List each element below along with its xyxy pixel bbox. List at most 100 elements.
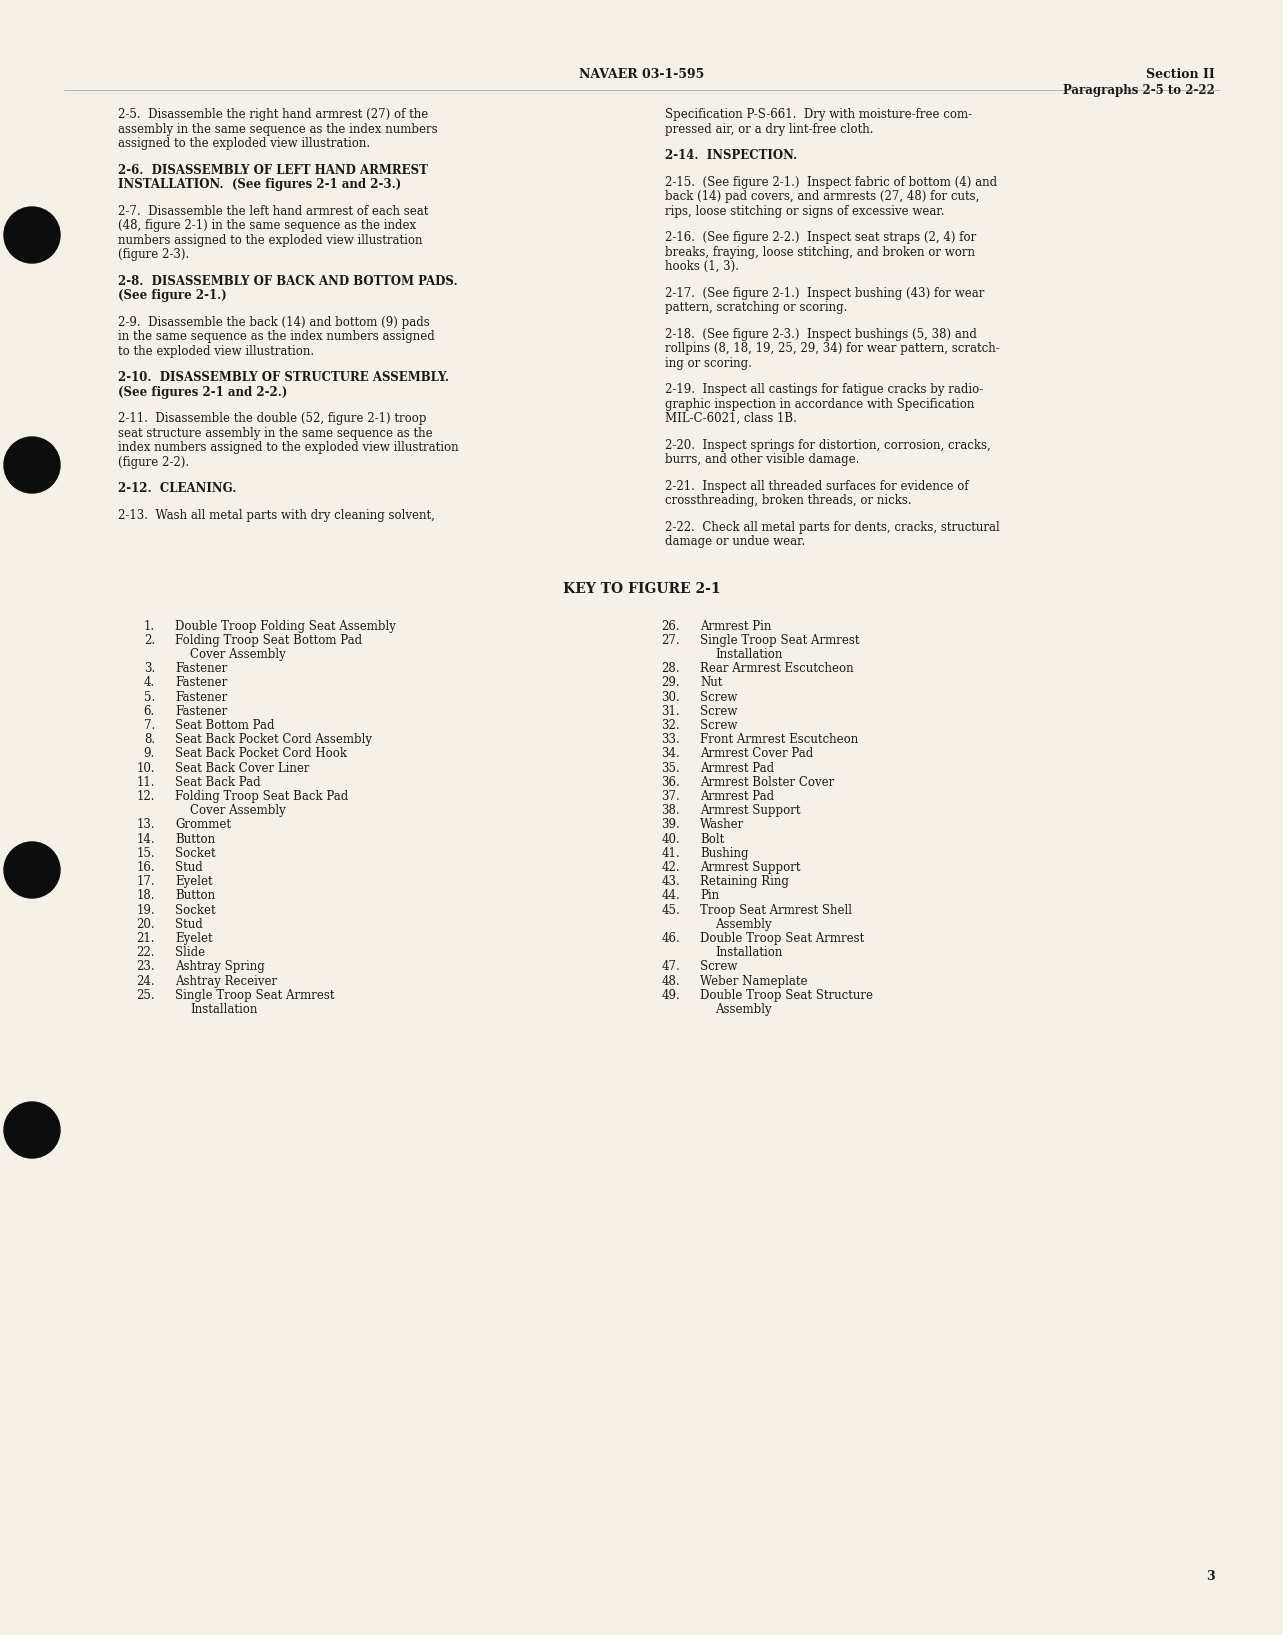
Text: to the exploded view illustration.: to the exploded view illustration. [118,345,314,358]
Text: Seat Bottom Pad: Seat Bottom Pad [174,719,275,732]
Text: Armrest Support: Armrest Support [701,804,801,818]
Text: 20.: 20. [136,917,155,930]
Text: 2-10.  DISASSEMBLY OF STRUCTURE ASSEMBLY.: 2-10. DISASSEMBLY OF STRUCTURE ASSEMBLY. [118,371,449,384]
Text: Grommet: Grommet [174,818,231,831]
Text: 49.: 49. [661,989,680,1002]
Text: Socket: Socket [174,904,216,917]
Text: Eyelet: Eyelet [174,875,213,888]
Text: 39.: 39. [661,818,680,831]
Text: 29.: 29. [661,677,680,690]
Text: 41.: 41. [661,847,680,860]
Text: 33.: 33. [661,732,680,746]
Text: 3.: 3. [144,662,155,675]
Text: 17.: 17. [136,875,155,888]
Text: Button: Button [174,889,216,903]
Text: 9.: 9. [144,747,155,760]
Text: 10.: 10. [136,762,155,775]
Text: Front Armrest Escutcheon: Front Armrest Escutcheon [701,732,858,746]
Text: breaks, fraying, loose stitching, and broken or worn: breaks, fraying, loose stitching, and br… [665,245,975,258]
Text: 5.: 5. [144,690,155,703]
Text: index numbers assigned to the exploded view illustration: index numbers assigned to the exploded v… [118,441,458,455]
Circle shape [4,842,60,898]
Text: 35.: 35. [661,762,680,775]
Circle shape [4,1102,60,1158]
Text: 38.: 38. [661,804,680,818]
Text: Stud: Stud [174,917,203,930]
Text: Single Troop Seat Armrest: Single Troop Seat Armrest [174,989,335,1002]
Text: MIL-C-6021, class 1B.: MIL-C-6021, class 1B. [665,412,797,425]
Text: Rear Armrest Escutcheon: Rear Armrest Escutcheon [701,662,853,675]
Text: (figure 2-2).: (figure 2-2). [118,456,189,469]
Text: 37.: 37. [661,790,680,803]
Circle shape [4,208,60,263]
Text: Ashtray Receiver: Ashtray Receiver [174,974,277,988]
Text: Double Troop Folding Seat Assembly: Double Troop Folding Seat Assembly [174,620,396,633]
Text: rollpins (8, 18, 19, 25, 29, 34) for wear pattern, scratch-: rollpins (8, 18, 19, 25, 29, 34) for wea… [665,342,999,355]
Text: 42.: 42. [661,862,680,873]
Text: 2-14.  INSPECTION.: 2-14. INSPECTION. [665,149,797,162]
Text: 12.: 12. [136,790,155,803]
Text: 48.: 48. [661,974,680,988]
Text: 2-15.  (See figure 2-1.)  Inspect fabric of bottom (4) and: 2-15. (See figure 2-1.) Inspect fabric o… [665,175,997,188]
Text: 3: 3 [1206,1570,1215,1583]
Text: Ashtray Spring: Ashtray Spring [174,960,264,973]
Text: seat structure assembly in the same sequence as the: seat structure assembly in the same sequ… [118,427,432,440]
Text: 44.: 44. [661,889,680,903]
Text: Armrest Pin: Armrest Pin [701,620,771,633]
Text: 2-21.  Inspect all threaded surfaces for evidence of: 2-21. Inspect all threaded surfaces for … [665,479,969,492]
Text: Armrest Cover Pad: Armrest Cover Pad [701,747,813,760]
Text: Installation: Installation [715,647,783,661]
Text: Seat Back Cover Liner: Seat Back Cover Liner [174,762,309,775]
Text: assembly in the same sequence as the index numbers: assembly in the same sequence as the ind… [118,123,438,136]
Text: Folding Troop Seat Bottom Pad: Folding Troop Seat Bottom Pad [174,634,362,647]
Text: Screw: Screw [701,690,738,703]
Text: ing or scoring.: ing or scoring. [665,356,752,370]
Text: 40.: 40. [661,832,680,845]
Text: 27.: 27. [661,634,680,647]
Text: 8.: 8. [144,732,155,746]
Text: 11.: 11. [136,775,155,788]
Text: rips, loose stitching or signs of excessive wear.: rips, loose stitching or signs of excess… [665,204,944,217]
Text: Stud: Stud [174,862,203,873]
Text: Armrest Support: Armrest Support [701,862,801,873]
Text: 6.: 6. [144,705,155,718]
Text: Fastener: Fastener [174,690,227,703]
Text: 45.: 45. [661,904,680,917]
Text: Bushing: Bushing [701,847,748,860]
Text: Armrest Pad: Armrest Pad [701,790,774,803]
Text: 32.: 32. [661,719,680,732]
Text: 2-11.  Disassemble the double (52, figure 2-1) troop: 2-11. Disassemble the double (52, figure… [118,412,426,425]
Text: KEY TO FIGURE 2-1: KEY TO FIGURE 2-1 [563,582,720,595]
Text: Socket: Socket [174,847,216,860]
Text: Assembly: Assembly [715,917,771,930]
Text: 2-13.  Wash all metal parts with dry cleaning solvent,: 2-13. Wash all metal parts with dry clea… [118,508,435,522]
Text: burrs, and other visible damage.: burrs, and other visible damage. [665,453,860,466]
Text: Double Troop Seat Armrest: Double Troop Seat Armrest [701,932,865,945]
Circle shape [4,437,60,494]
Text: 24.: 24. [136,974,155,988]
Text: 46.: 46. [661,932,680,945]
Text: 22.: 22. [136,947,155,960]
Text: (figure 2-3).: (figure 2-3). [118,249,190,262]
Text: Nut: Nut [701,677,722,690]
Text: (48, figure 2-1) in the same sequence as the index: (48, figure 2-1) in the same sequence as… [118,219,416,232]
Text: 7.: 7. [144,719,155,732]
Text: Fastener: Fastener [174,662,227,675]
Text: (See figures 2-1 and 2-2.): (See figures 2-1 and 2-2.) [118,386,287,399]
Text: 4.: 4. [144,677,155,690]
Text: Bolt: Bolt [701,832,724,845]
Text: 25.: 25. [136,989,155,1002]
Text: Pin: Pin [701,889,720,903]
Text: damage or undue wear.: damage or undue wear. [665,535,806,548]
Text: 2-16.  (See figure 2-2.)  Inspect seat straps (2, 4) for: 2-16. (See figure 2-2.) Inspect seat str… [665,231,976,244]
Text: Washer: Washer [701,818,744,831]
Text: 2-20.  Inspect springs for distortion, corrosion, cracks,: 2-20. Inspect springs for distortion, co… [665,438,990,451]
Text: 47.: 47. [661,960,680,973]
Text: Single Troop Seat Armrest: Single Troop Seat Armrest [701,634,860,647]
Text: 2-6.  DISASSEMBLY OF LEFT HAND ARMREST: 2-6. DISASSEMBLY OF LEFT HAND ARMREST [118,164,427,177]
Text: 18.: 18. [136,889,155,903]
Text: Retaining Ring: Retaining Ring [701,875,789,888]
Text: 43.: 43. [661,875,680,888]
Text: 2-12.  CLEANING.: 2-12. CLEANING. [118,482,236,495]
Text: Armrest Pad: Armrest Pad [701,762,774,775]
